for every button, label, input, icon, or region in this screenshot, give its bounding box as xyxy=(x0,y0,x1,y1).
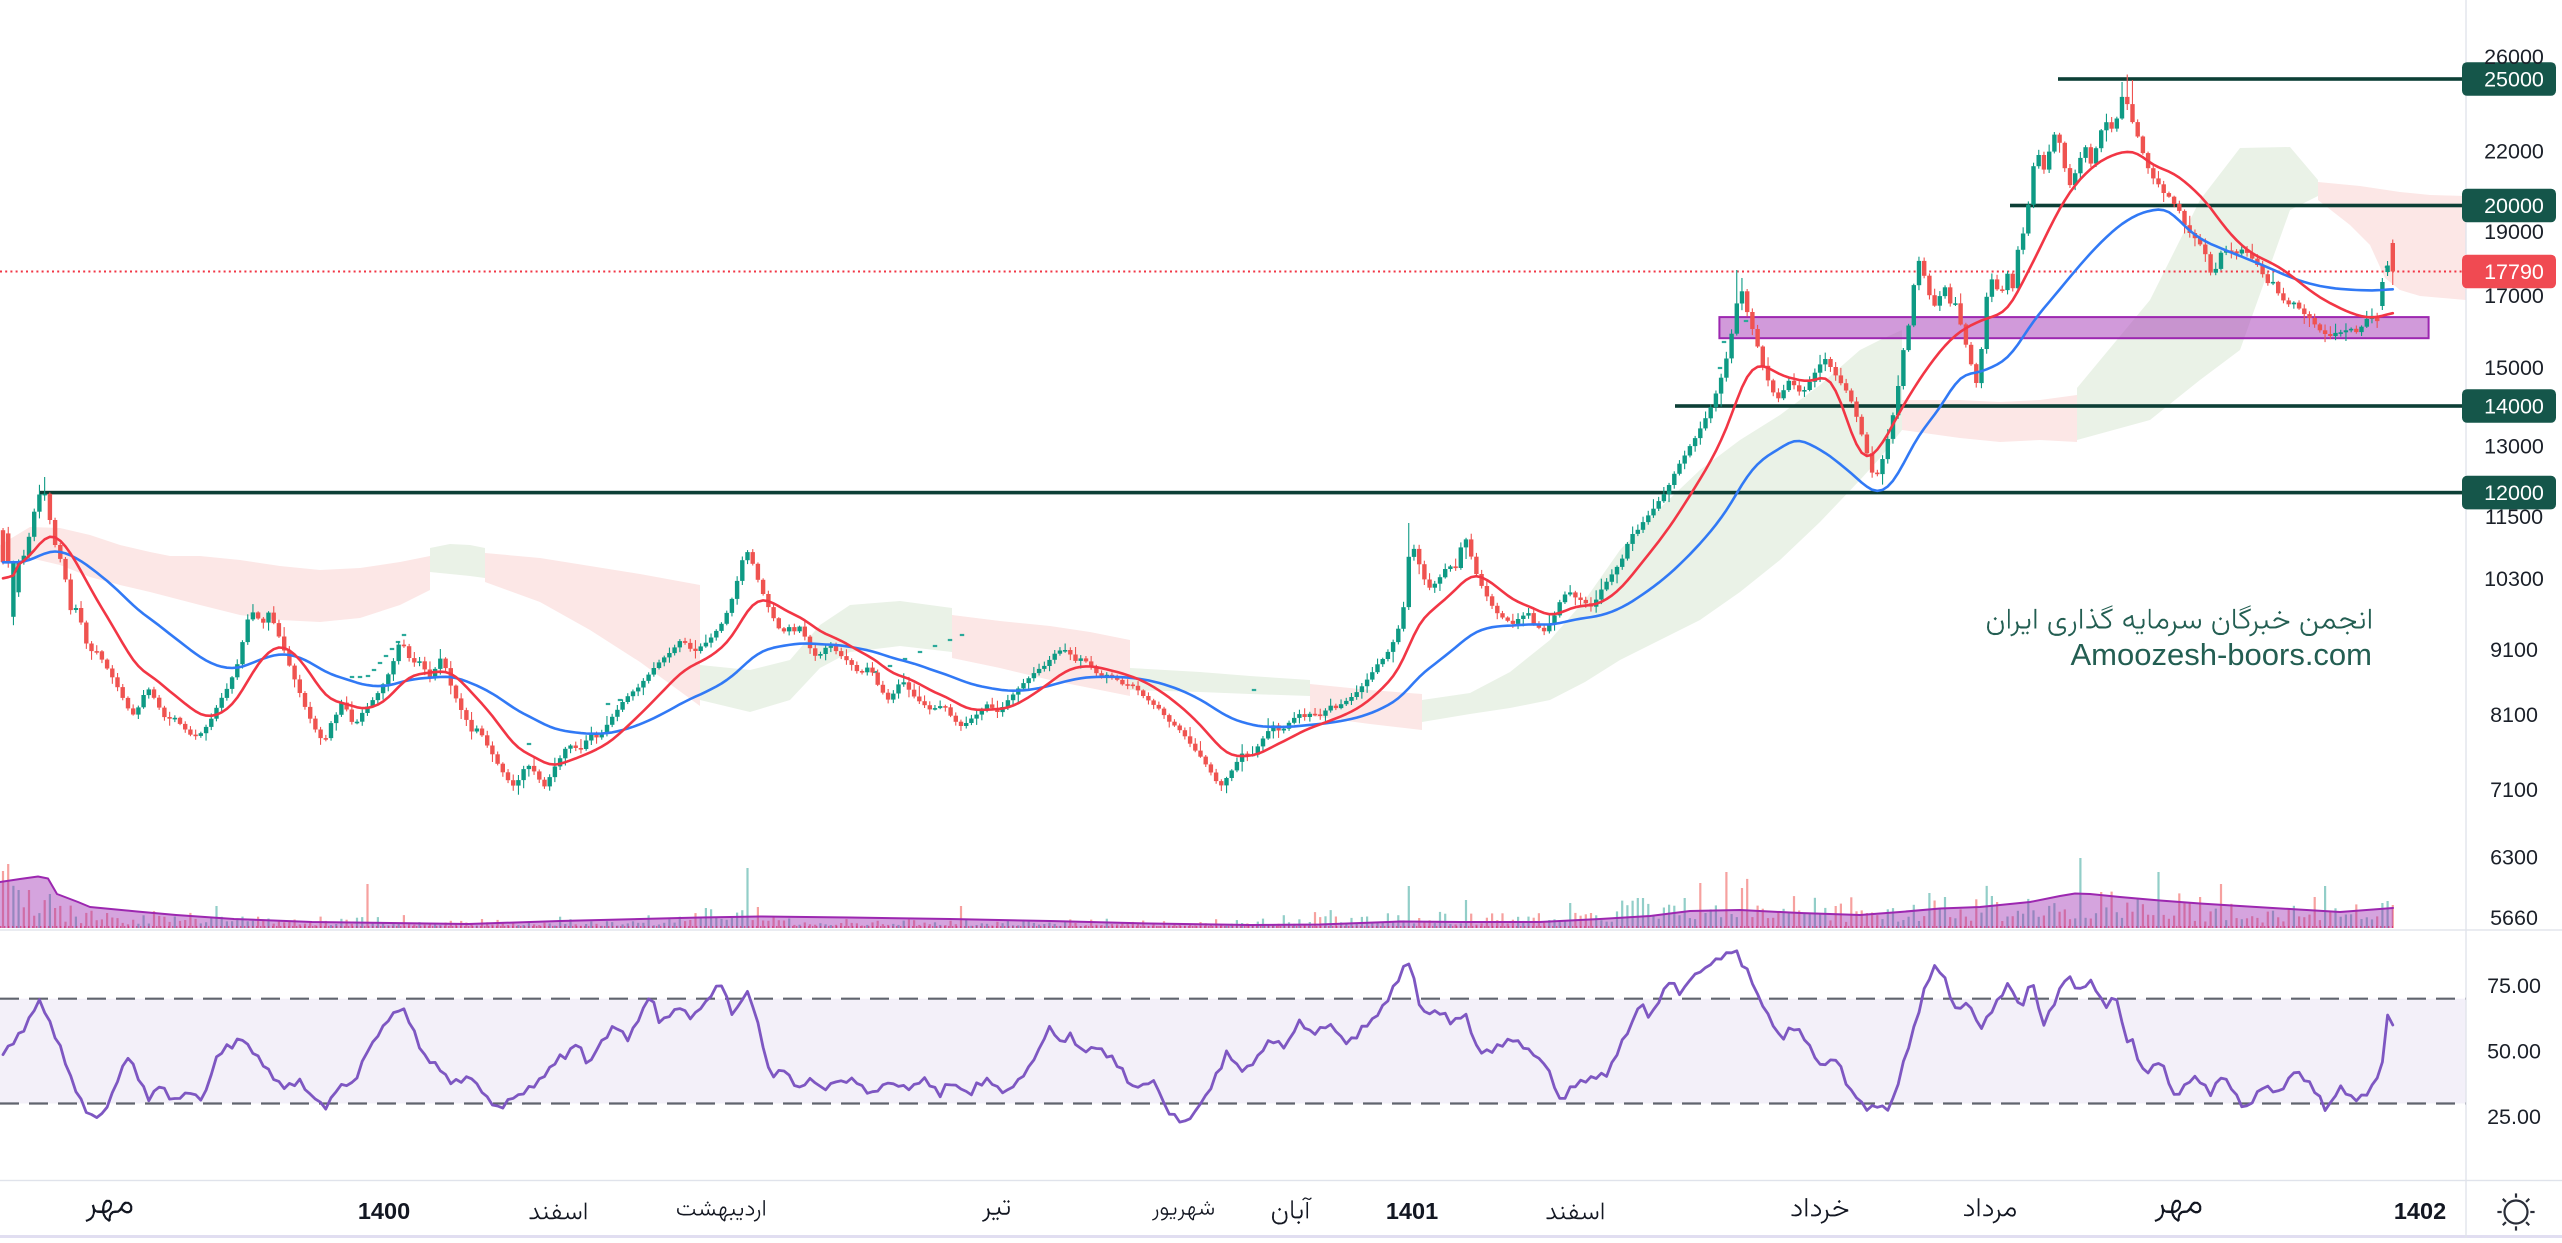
svg-text:14000: 14000 xyxy=(2484,395,2544,419)
svg-text:5660: 5660 xyxy=(2490,906,2538,930)
svg-text:9100: 9100 xyxy=(2490,638,2538,662)
svg-text:Amoozesh-boors.com: Amoozesh-boors.com xyxy=(2070,637,2372,672)
svg-text:15000: 15000 xyxy=(2484,356,2544,380)
svg-text:8100: 8100 xyxy=(2490,703,2538,727)
svg-text:1402: 1402 xyxy=(2394,1198,2446,1224)
svg-text:26000: 26000 xyxy=(2484,45,2544,69)
svg-text:6300: 6300 xyxy=(2490,845,2538,869)
svg-text:1401: 1401 xyxy=(1386,1198,1438,1224)
svg-text:19000: 19000 xyxy=(2484,220,2544,244)
svg-text:1400: 1400 xyxy=(358,1198,410,1224)
svg-text:7100: 7100 xyxy=(2490,778,2538,802)
svg-text:25000: 25000 xyxy=(2484,68,2544,92)
svg-text:12000: 12000 xyxy=(2484,481,2544,505)
svg-text:50.00: 50.00 xyxy=(2487,1040,2541,1064)
svg-text:25.00: 25.00 xyxy=(2487,1105,2541,1129)
svg-text:20000: 20000 xyxy=(2484,194,2544,218)
svg-text:13000: 13000 xyxy=(2484,435,2544,459)
svg-text:10300: 10300 xyxy=(2484,567,2544,591)
svg-text:75.00: 75.00 xyxy=(2487,974,2541,998)
svg-text:17790: 17790 xyxy=(2484,260,2544,284)
svg-text:11500: 11500 xyxy=(2485,505,2543,529)
svg-text:22000: 22000 xyxy=(2484,140,2544,164)
svg-text:17000: 17000 xyxy=(2484,284,2544,308)
